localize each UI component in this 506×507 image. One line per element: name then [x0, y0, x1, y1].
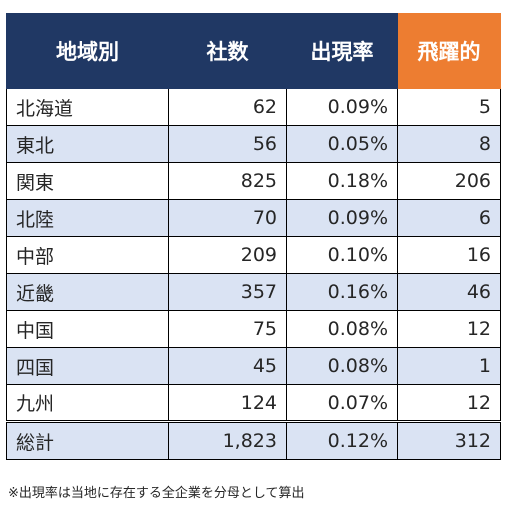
region-cell: 四国 [6, 347, 169, 385]
region-cell: 中国 [6, 310, 169, 348]
table-row: 東北 56 0.05% 8 [6, 125, 501, 163]
companies-cell: 124 [168, 384, 287, 422]
rate-cell: 0.09% [286, 88, 398, 126]
table-row: 関東 825 0.18% 206 [6, 162, 501, 200]
footnote: ※出現率は当地に存在する全企業を分母として算出 [8, 486, 305, 501]
companies-cell: 70 [168, 199, 287, 237]
leap-cell: 12 [397, 384, 501, 422]
region-cell: 東北 [6, 125, 169, 163]
table-row: 北海道 62 0.09% 5 [6, 88, 501, 126]
header-companies: 社数 [168, 13, 287, 89]
leap-cell: 12 [397, 310, 501, 348]
companies-cell: 75 [168, 310, 287, 348]
table-row: 近畿 357 0.16% 46 [6, 273, 501, 311]
rate-cell: 0.07% [286, 384, 398, 422]
total-rate: 0.12% [286, 420, 398, 460]
region-cell: 近畿 [6, 273, 169, 311]
rate-cell: 0.09% [286, 199, 398, 237]
table-row: 九州 124 0.07% 12 [6, 384, 501, 422]
companies-cell: 825 [168, 162, 287, 200]
leap-cell: 46 [397, 273, 501, 311]
region-table: 地域別 社数 出現率 飛躍的 北海道 62 0.09% 5 東北 56 0.05… [6, 13, 501, 460]
leap-cell: 8 [397, 125, 501, 163]
header-region: 地域別 [6, 13, 169, 89]
region-cell: 北陸 [6, 199, 169, 237]
header-leap: 飛躍的 [397, 13, 501, 89]
region-cell: 北海道 [6, 88, 169, 126]
region-cell: 関東 [6, 162, 169, 200]
total-companies: 1,823 [168, 420, 287, 460]
header-rate: 出現率 [286, 13, 398, 89]
header-row: 地域別 社数 出現率 飛躍的 [6, 13, 501, 89]
companies-cell: 45 [168, 347, 287, 385]
companies-cell: 56 [168, 125, 287, 163]
companies-cell: 209 [168, 236, 287, 274]
rate-cell: 0.10% [286, 236, 398, 274]
rate-cell: 0.16% [286, 273, 398, 311]
leap-cell: 5 [397, 88, 501, 126]
rate-cell: 0.08% [286, 310, 398, 348]
rate-cell: 0.18% [286, 162, 398, 200]
region-cell: 中部 [6, 236, 169, 274]
companies-cell: 357 [168, 273, 287, 311]
leap-cell: 16 [397, 236, 501, 274]
table-row: 中部 209 0.10% 16 [6, 236, 501, 274]
table-row: 北陸 70 0.09% 6 [6, 199, 501, 237]
leap-cell: 6 [397, 199, 501, 237]
total-row: 総計 1,823 0.12% 312 [6, 420, 501, 460]
total-label: 総計 [6, 420, 169, 460]
table-row: 中国 75 0.08% 12 [6, 310, 501, 348]
leap-cell: 1 [397, 347, 501, 385]
rate-cell: 0.05% [286, 125, 398, 163]
total-leap: 312 [397, 420, 501, 460]
table-row: 四国 45 0.08% 1 [6, 347, 501, 385]
region-cell: 九州 [6, 384, 169, 422]
leap-cell: 206 [397, 162, 501, 200]
rate-cell: 0.08% [286, 347, 398, 385]
companies-cell: 62 [168, 88, 287, 126]
